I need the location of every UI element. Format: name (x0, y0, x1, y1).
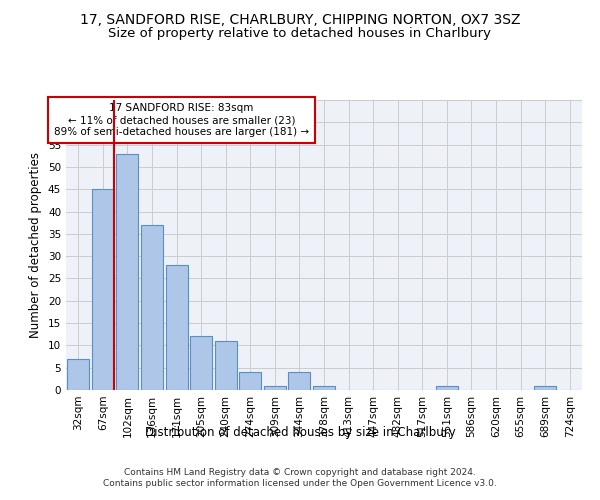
Bar (166, 265, 188, 390)
Bar (116, 154, 139, 390)
Text: 17 SANDFORD RISE: 83sqm
← 11% of detached houses are smaller (23)
89% of semi-de: 17 SANDFORD RISE: 83sqm ← 11% of detache… (54, 104, 309, 136)
Bar (289, 372, 310, 390)
Bar (436, 386, 458, 390)
Text: Contains HM Land Registry data © Crown copyright and database right 2024.
Contai: Contains HM Land Registry data © Crown c… (103, 468, 497, 487)
Y-axis label: Number of detached properties: Number of detached properties (29, 152, 43, 338)
Bar (534, 386, 556, 390)
Bar (313, 386, 335, 390)
Text: Distribution of detached houses by size in Charlbury: Distribution of detached houses by size … (145, 426, 455, 439)
Bar (92, 189, 114, 390)
Text: 17, SANDFORD RISE, CHARLBURY, CHIPPING NORTON, OX7 3SZ: 17, SANDFORD RISE, CHARLBURY, CHIPPING N… (80, 12, 520, 26)
Bar (239, 372, 262, 390)
Bar (215, 341, 237, 390)
Bar (264, 386, 286, 390)
Bar (190, 336, 212, 390)
Bar (141, 225, 163, 390)
Text: Size of property relative to detached houses in Charlbury: Size of property relative to detached ho… (109, 28, 491, 40)
Bar (67, 359, 89, 390)
